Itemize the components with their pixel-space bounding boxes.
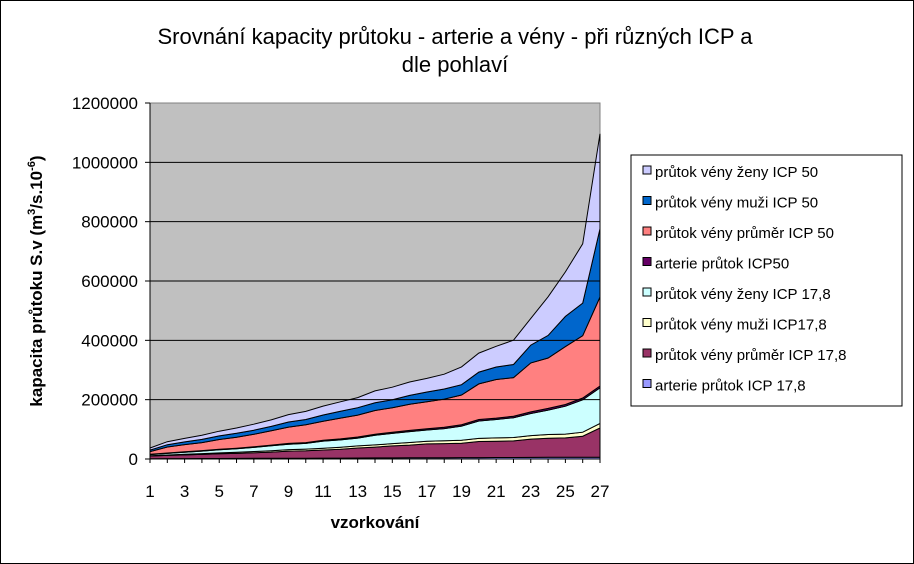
x-tick-label: 5	[214, 482, 223, 501]
legend-label: průtok vény průměr ICP 50	[655, 225, 834, 242]
x-tick-label: 23	[521, 482, 540, 501]
legend-box	[630, 154, 903, 407]
y-tick-label: 600000	[81, 272, 138, 291]
legend-swatch	[642, 318, 652, 327]
x-tick-label: 27	[591, 482, 610, 501]
area-series-8	[149, 133, 601, 451]
y-tick-label: 0	[129, 450, 138, 469]
x-tick-label: 19	[452, 482, 471, 501]
legend-label: arterie průtok ICP50	[655, 256, 789, 273]
x-axis-ticks: 1 3 5 7 9 11 13 15 17 19 21 23 25 27	[145, 459, 609, 501]
y-tick-label: 200000	[81, 391, 138, 410]
y-tick-label: 400000	[81, 331, 138, 350]
y-tick-label: 1200000	[72, 94, 138, 113]
legend-swatch	[642, 287, 652, 297]
legend-label: průtok vény průměr ICP 17,8	[655, 347, 846, 364]
x-tick-label: 17	[417, 482, 436, 501]
y-axis-ticks: 0 200000 400000 600000 800000 1000000 1200000	[72, 94, 600, 469]
x-tick-label: 15	[383, 482, 402, 501]
x-tick-label: 25	[556, 482, 575, 501]
legend-swatch	[642, 348, 652, 358]
legend-swatch	[642, 226, 652, 236]
x-tick-label: 9	[284, 482, 293, 501]
legend-label: průtok vény ženy ICP 50	[655, 164, 818, 181]
legend-swatch	[642, 165, 652, 175]
legend-swatch	[642, 379, 652, 388]
x-tick-label: 13	[348, 482, 367, 501]
legend-swatch	[642, 196, 652, 205]
area-series-group	[149, 133, 601, 460]
y-tick-label: 1000000	[72, 153, 138, 172]
y-axis-title: kapacita průtoku S.v (m3/s.10-6)	[26, 155, 46, 406]
x-tick-label: 21	[487, 482, 506, 501]
x-tick-label: 11	[314, 482, 332, 501]
legend-swatch	[642, 257, 652, 266]
x-tick-label: 3	[180, 482, 189, 501]
x-axis-title: vzorkování	[331, 513, 421, 532]
y-tick-label: 800000	[81, 213, 138, 232]
chart-title-line2: dle pohlaví	[402, 52, 508, 77]
legend-label: průtok vény ženy ICP 17,8	[655, 286, 831, 303]
legend-label: průtok vény muži ICP 50	[655, 195, 818, 212]
x-tick-label: 1	[145, 482, 154, 501]
legend-label: průtok vény muži ICP17,8	[655, 317, 827, 334]
legend: průtok vény ženy ICP 50 průtok vény muži …	[642, 164, 846, 395]
chart-title-line1: Srovnání kapacity průtoku - arterie a vé…	[157, 24, 753, 49]
legend-label: arterie průtok ICP 17,8	[655, 378, 806, 395]
x-tick-label: 7	[249, 482, 258, 501]
